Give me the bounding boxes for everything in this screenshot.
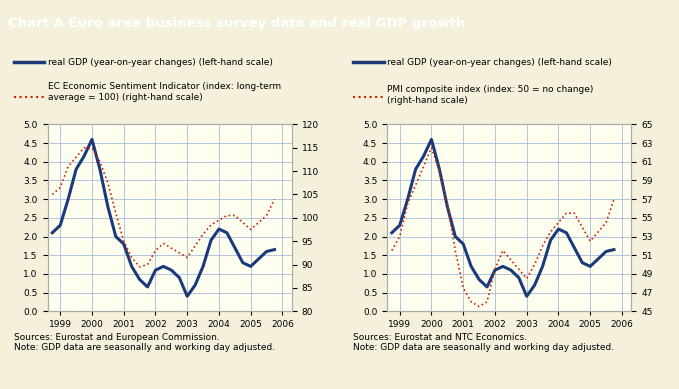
Text: Chart A Euro area business survey data and real GDP growth: Chart A Euro area business survey data a… — [8, 17, 465, 30]
Text: Sources: Eurostat and NTC Economics.
Note: GDP data are seasonally and working d: Sources: Eurostat and NTC Economics. Not… — [353, 333, 614, 352]
Text: Sources: Eurostat and European Commission.
Note: GDP data are seasonally and wor: Sources: Eurostat and European Commissio… — [14, 333, 275, 352]
Text: real GDP (year-on-year changes) (left-hand scale): real GDP (year-on-year changes) (left-ha… — [48, 58, 272, 67]
Text: EC Economic Sentiment Indicator (index: long-term
average = 100) (right-hand sca: EC Economic Sentiment Indicator (index: … — [48, 82, 280, 102]
Text: PMI composite index (index: 50 = no change)
(right-hand scale): PMI composite index (index: 50 = no chan… — [387, 85, 593, 105]
Text: real GDP (year-on-year changes) (left-hand scale): real GDP (year-on-year changes) (left-ha… — [387, 58, 612, 67]
